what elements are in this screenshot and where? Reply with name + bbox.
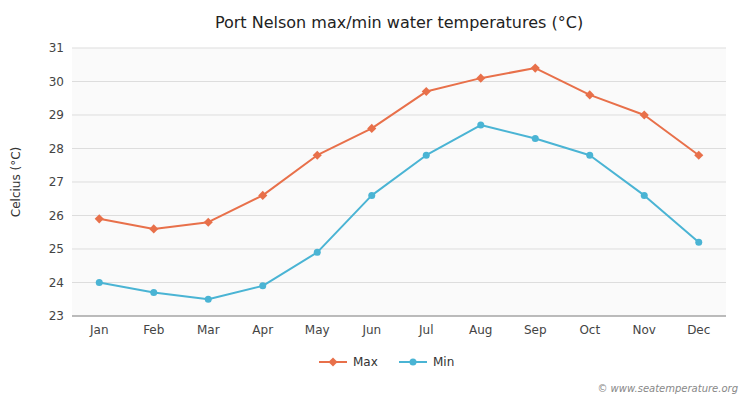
marker bbox=[476, 74, 485, 83]
series bbox=[95, 64, 704, 234]
line bbox=[99, 68, 699, 229]
marker bbox=[641, 192, 648, 199]
marker bbox=[477, 122, 484, 129]
y-tick-label: 26 bbox=[49, 209, 64, 223]
x-tick-label: May bbox=[305, 323, 330, 337]
chart: 23 24 25 26 27 28 29 30 31 Jan Feb Mar Apr May Jun Jul A… bbox=[0, 0, 750, 400]
grid-line bbox=[72, 48, 726, 49]
legend: Max Min bbox=[319, 355, 454, 369]
y-tick-label: 28 bbox=[49, 142, 64, 156]
y-axis: 23 24 25 26 27 28 29 30 31 bbox=[49, 41, 726, 323]
x-tick-label: Mar bbox=[197, 323, 220, 337]
marker bbox=[150, 289, 157, 296]
marker bbox=[95, 214, 104, 223]
marker bbox=[422, 87, 431, 96]
series-group bbox=[95, 64, 704, 303]
marker bbox=[258, 191, 267, 200]
x-tick-label: Dec bbox=[687, 323, 710, 337]
marker bbox=[368, 192, 375, 199]
grid-line bbox=[72, 81, 726, 82]
x-tick-label: Sep bbox=[524, 323, 547, 337]
annotation: © www.seatemperature.org bbox=[597, 383, 738, 394]
title: Port Nelson max/min water temperatures (… bbox=[215, 13, 583, 32]
marker bbox=[204, 218, 213, 227]
grid-line bbox=[72, 316, 726, 317]
grid-line bbox=[72, 215, 726, 216]
legend-marker bbox=[410, 359, 417, 366]
marker bbox=[532, 135, 539, 142]
x-tick-label: Jul bbox=[418, 323, 433, 337]
x-tick-label: Oct bbox=[579, 323, 600, 337]
x-tick-label: Nov bbox=[633, 323, 656, 337]
marker bbox=[205, 296, 212, 303]
marker bbox=[314, 249, 321, 256]
marker bbox=[423, 152, 430, 159]
marker bbox=[531, 64, 540, 73]
grid-line bbox=[72, 249, 726, 250]
x-tick-label: Apr bbox=[252, 323, 273, 337]
legend-marker bbox=[328, 357, 337, 366]
marker bbox=[585, 90, 594, 99]
plot-area bbox=[72, 48, 726, 316]
y-tick-label: 25 bbox=[49, 242, 64, 256]
y-tick-label: 23 bbox=[49, 309, 64, 323]
x-tick-label: Aug bbox=[469, 323, 492, 337]
x-tick-label: Feb bbox=[143, 323, 164, 337]
legend-label: Min bbox=[433, 355, 454, 369]
grid-line bbox=[72, 282, 726, 283]
marker bbox=[367, 124, 376, 133]
marker bbox=[586, 152, 593, 159]
y-tick-label: 30 bbox=[49, 75, 64, 89]
y-tick-label: 27 bbox=[49, 175, 64, 189]
grid-line bbox=[72, 148, 726, 149]
y-tick-label: 24 bbox=[49, 276, 64, 290]
y-tick-label: 31 bbox=[49, 41, 64, 55]
legend-label: Max bbox=[353, 355, 378, 369]
marker bbox=[149, 224, 158, 233]
marker bbox=[694, 151, 703, 160]
marker bbox=[259, 282, 266, 289]
marker bbox=[640, 110, 649, 119]
marker bbox=[313, 151, 322, 160]
x-tick-label: Jun bbox=[361, 323, 381, 337]
x-axis-line bbox=[72, 316, 726, 317]
grid-line bbox=[72, 115, 726, 116]
marker bbox=[96, 279, 103, 286]
x-tick-label: Jan bbox=[89, 323, 109, 337]
x-axis: Jan Feb Mar Apr May Jun Jul Aug Sep Oct Nov Dec bbox=[89, 323, 710, 337]
line bbox=[99, 125, 699, 299]
marker bbox=[695, 239, 702, 246]
y-axis-label: Celcius (°C) bbox=[9, 147, 23, 217]
series bbox=[96, 122, 703, 303]
y-tick-label: 29 bbox=[49, 108, 64, 122]
